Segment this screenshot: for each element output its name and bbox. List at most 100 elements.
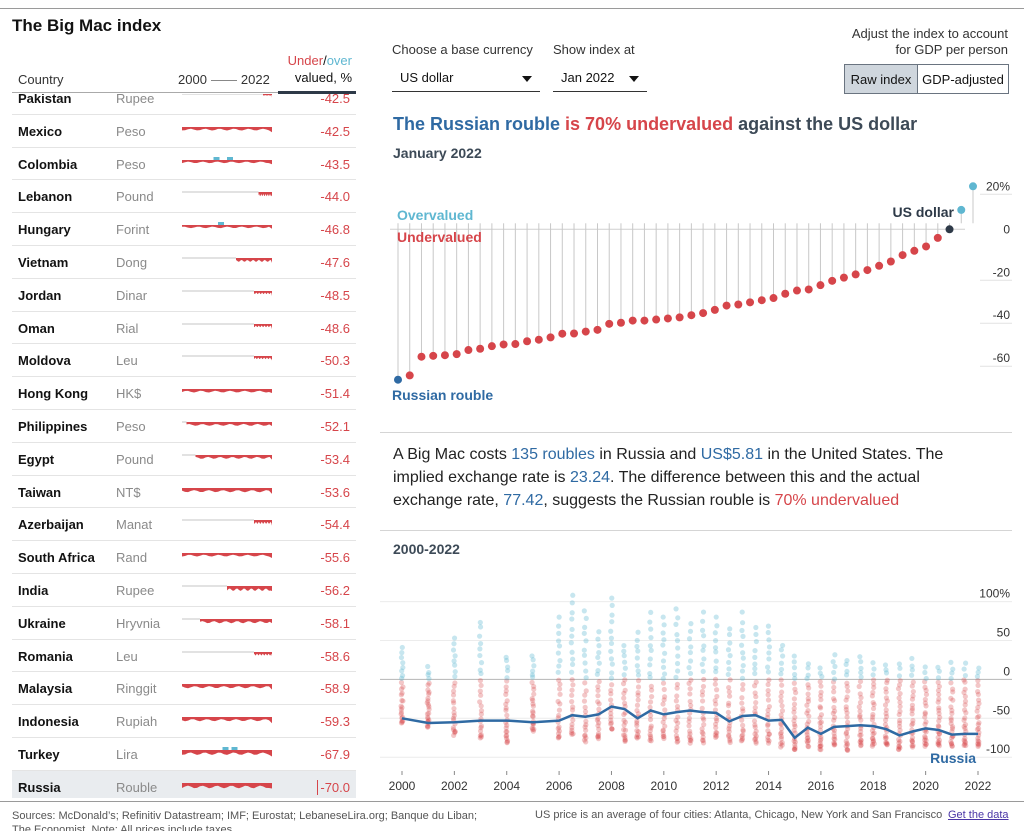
- sparkline: [182, 684, 272, 690]
- get-data-link[interactable]: Get the data: [948, 809, 1009, 821]
- history-dot: [935, 687, 942, 694]
- history-dot: [831, 676, 838, 682]
- history-dot: [961, 707, 968, 713]
- x-tick-label: 2000: [389, 779, 416, 793]
- table-row[interactable]: Egypt Pound -53.4: [12, 443, 356, 476]
- table-row[interactable]: Hungary Forint -46.8: [12, 213, 356, 246]
- history-dot: [961, 677, 967, 683]
- history-dot: [909, 663, 915, 669]
- currency-name: Hryvnia: [116, 615, 161, 631]
- history-dot: [909, 737, 915, 743]
- column-header-years: 2000 2022: [178, 72, 270, 87]
- history-dot: [609, 612, 615, 618]
- table-row[interactable]: Vietnam Dong -47.6: [12, 246, 356, 279]
- history-dot: [830, 679, 837, 685]
- date-dropdown[interactable]: Jan 2022: [553, 64, 647, 92]
- table-row[interactable]: India Rupee -56.2: [12, 574, 356, 607]
- table-row[interactable]: Romania Leu -58.6: [12, 640, 356, 673]
- history-dot: [961, 742, 967, 748]
- history-dot: [673, 733, 680, 739]
- history-dot: [844, 658, 850, 664]
- history-dot: [425, 714, 431, 720]
- history-dot: [675, 738, 681, 744]
- history-dot: [557, 658, 563, 664]
- history-dot: [661, 671, 668, 677]
- history-dot: [817, 720, 823, 726]
- table-row[interactable]: Pakistan Rupee -42.5: [12, 94, 356, 115]
- table-row[interactable]: Ukraine Hryvnia -58.1: [12, 607, 356, 640]
- history-dot: [948, 740, 955, 747]
- sparkline: [182, 487, 272, 494]
- table-row[interactable]: Colombia Peso -43.5: [12, 148, 356, 181]
- history-dot: [699, 705, 705, 711]
- history-dot: [713, 733, 720, 739]
- history-dot: [936, 668, 942, 674]
- history-dot: [451, 712, 457, 719]
- history-dot: [569, 616, 575, 622]
- table-row[interactable]: Taiwan NT$ -53.6: [12, 476, 356, 509]
- history-dot: [531, 691, 537, 697]
- table-row[interactable]: South Africa Rand -55.6: [12, 541, 356, 574]
- history-dot: [935, 675, 942, 681]
- history-dot: [883, 710, 889, 717]
- x-tick-label: 2012: [703, 779, 730, 793]
- table-row[interactable]: Oman Rial -48.6: [12, 312, 356, 345]
- table-row[interactable]: Turkey Lira -67.9: [12, 738, 356, 771]
- column-header-value[interactable]: Under/over valued, %: [288, 52, 352, 86]
- base-currency-dropdown[interactable]: US dollar: [392, 64, 540, 92]
- country-table[interactable]: Pakistan Rupee -42.5 Mexico Peso -42.5 Colombi…: [12, 94, 356, 798]
- history-dot: [687, 670, 694, 677]
- sparkline-under-area: [254, 323, 272, 329]
- history-dot: [949, 743, 955, 749]
- table-row[interactable]: Malaysia Ringgit -58.9: [12, 672, 356, 706]
- table-row[interactable]: Russia Rouble -70.0: [12, 770, 356, 798]
- history-dot: [805, 696, 811, 702]
- table-row[interactable]: Indonesia Rupiah -59.3: [12, 705, 356, 738]
- table-row[interactable]: Mexico Peso -42.5: [12, 115, 356, 148]
- table-row[interactable]: Hong Kong HK$ -51.4: [12, 377, 356, 410]
- history-dot: [753, 694, 759, 700]
- table-row[interactable]: Azerbaijan Manat -54.4: [12, 508, 356, 542]
- history-dot: [857, 714, 863, 720]
- history-dot: [765, 737, 771, 743]
- history-dot: [858, 659, 864, 665]
- history-dot: [581, 737, 588, 743]
- table-row[interactable]: Lebanon Pound -44.0: [12, 180, 356, 214]
- desc-text: A Big Mac costs: [393, 446, 512, 463]
- history-dot: [570, 704, 576, 710]
- history-dot: [555, 730, 562, 737]
- history-dot: [713, 614, 719, 620]
- history-dot: [883, 689, 889, 695]
- valued-label: valued, %: [294, 70, 352, 85]
- history-dot: [398, 654, 405, 661]
- history-dot: [712, 721, 719, 727]
- history-dot: [806, 685, 812, 691]
- history-dot: [569, 721, 575, 728]
- year-range-dash: [210, 80, 237, 82]
- history-dot: [791, 746, 798, 753]
- raw-index-toggle[interactable]: Raw index: [844, 64, 918, 94]
- slash-label: /: [323, 53, 327, 68]
- history-dot: [621, 642, 627, 649]
- sparkline-under-area: [200, 618, 272, 623]
- history-dot: [897, 738, 903, 745]
- history-dot: [910, 717, 916, 724]
- chart-date: January 2022: [393, 145, 482, 161]
- history-dot: [805, 740, 811, 746]
- country-name: Mexico: [18, 123, 63, 139]
- table-row[interactable]: Jordan Dinar -48.5: [12, 279, 356, 312]
- history-dot: [595, 731, 602, 737]
- sparkline-under-area: [254, 651, 272, 656]
- history-dot: [897, 678, 903, 684]
- history-dot: [450, 688, 457, 694]
- gdp-adjusted-toggle[interactable]: GDP-adjusted: [918, 64, 1009, 94]
- table-row[interactable]: Philippines Peso -52.1: [12, 410, 356, 443]
- history-dot: [674, 638, 681, 644]
- table-row[interactable]: Moldova Leu -50.3: [12, 344, 356, 378]
- history-dot: [608, 720, 614, 726]
- history-dot: [753, 736, 759, 742]
- sparkline-under-area: [182, 126, 272, 133]
- history-dot: [792, 723, 798, 729]
- history-dot: [923, 741, 929, 747]
- history-dot: [503, 707, 509, 713]
